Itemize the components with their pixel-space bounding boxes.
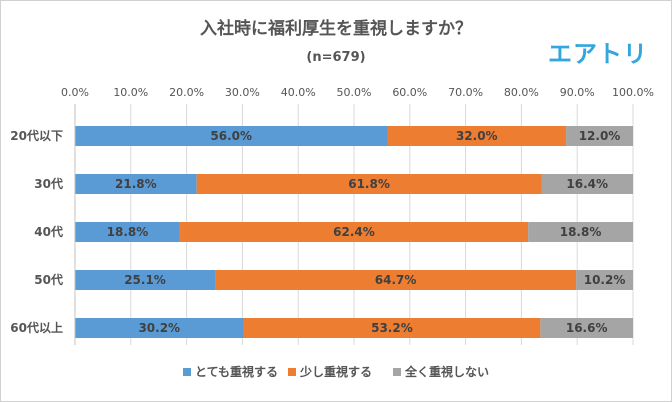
- x-tick-label: 50.0%: [337, 86, 372, 99]
- brand-logo: エアトリ: [548, 40, 648, 68]
- data-label: 16.4%: [566, 177, 608, 191]
- bar-segment: [75, 222, 180, 242]
- bar-segment: [179, 222, 529, 242]
- bar-segment: [243, 318, 541, 338]
- data-label: 12.0%: [579, 129, 621, 143]
- data-label: 21.8%: [115, 177, 157, 191]
- legend-swatch: [393, 368, 401, 376]
- legend-swatch: [288, 368, 296, 376]
- data-label: 61.8%: [348, 177, 390, 191]
- legend-swatch: [183, 368, 191, 376]
- legend-label: 全く重視しない: [404, 364, 489, 379]
- category-label: 30代: [34, 176, 63, 191]
- data-label: 62.4%: [333, 225, 375, 239]
- legend-label: 少し重視する: [299, 364, 372, 379]
- data-label: 25.1%: [124, 273, 166, 287]
- x-tick-label: 20.0%: [169, 86, 204, 99]
- category-label: 50代: [34, 272, 63, 287]
- chart-title: 入社時に福利厚生を重視しますか？: [200, 19, 472, 39]
- bar-segment: [75, 174, 197, 194]
- bar-segment: [196, 174, 542, 194]
- x-tick-label: 100.0%: [612, 86, 654, 99]
- bar-segment: [387, 126, 567, 146]
- legend-label: とても重視する: [195, 364, 278, 379]
- data-label: 32.0%: [456, 129, 498, 143]
- bar-segment: [541, 174, 633, 194]
- x-tick-label: 80.0%: [504, 86, 539, 99]
- category-label: 40代: [34, 224, 63, 239]
- x-tick-label: 90.0%: [560, 86, 595, 99]
- bar-segment: [75, 270, 216, 290]
- x-tick-label: 10.0%: [113, 86, 148, 99]
- bar-segment: [540, 318, 633, 338]
- data-label: 16.6%: [566, 321, 608, 335]
- data-label: 30.2%: [138, 321, 180, 335]
- data-label: 10.2%: [584, 273, 626, 287]
- data-label: 53.2%: [371, 321, 413, 335]
- x-tick-label: 40.0%: [281, 86, 316, 99]
- data-label: 18.8%: [560, 225, 602, 239]
- bar-segment: [75, 126, 388, 146]
- bar-segment: [215, 270, 577, 290]
- category-label: 60代以上: [10, 320, 63, 335]
- category-label: 20代以下: [10, 128, 63, 143]
- bar-segment: [75, 318, 244, 338]
- chart-subtitle: (n=679): [306, 50, 366, 65]
- data-label: 64.7%: [375, 273, 417, 287]
- x-tick-label: 30.0%: [225, 86, 260, 99]
- bar-segment: [576, 270, 633, 290]
- x-tick-label: 70.0%: [448, 86, 483, 99]
- x-tick-label: 0.0%: [61, 86, 89, 99]
- data-label: 56.0%: [210, 129, 252, 143]
- data-label: 18.8%: [107, 225, 149, 239]
- bar-segment: [566, 126, 633, 146]
- bar-segment: [528, 222, 633, 242]
- x-tick-label: 60.0%: [392, 86, 427, 99]
